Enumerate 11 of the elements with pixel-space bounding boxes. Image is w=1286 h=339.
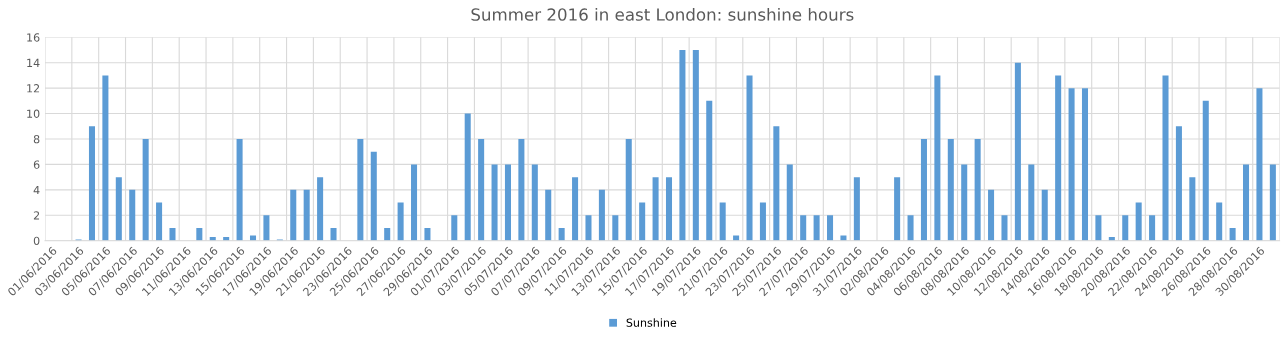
y-tick-label: 6: [33, 160, 40, 169]
legend-label: Sunshine: [626, 318, 677, 327]
y-tick-label: 12: [27, 84, 40, 93]
y-tick-label: 4: [33, 185, 40, 195]
chart-title: Summer 2016 in east London: sunshine hours: [471, 7, 854, 21]
y-tick-label: 2: [33, 211, 40, 220]
y-tick-label: 14: [27, 58, 40, 67]
y-tick-label: 10: [27, 109, 40, 118]
y-tick-label: 16: [27, 33, 40, 42]
y-tick-label: 0: [33, 236, 40, 246]
y-tick-label: 8: [33, 134, 40, 144]
